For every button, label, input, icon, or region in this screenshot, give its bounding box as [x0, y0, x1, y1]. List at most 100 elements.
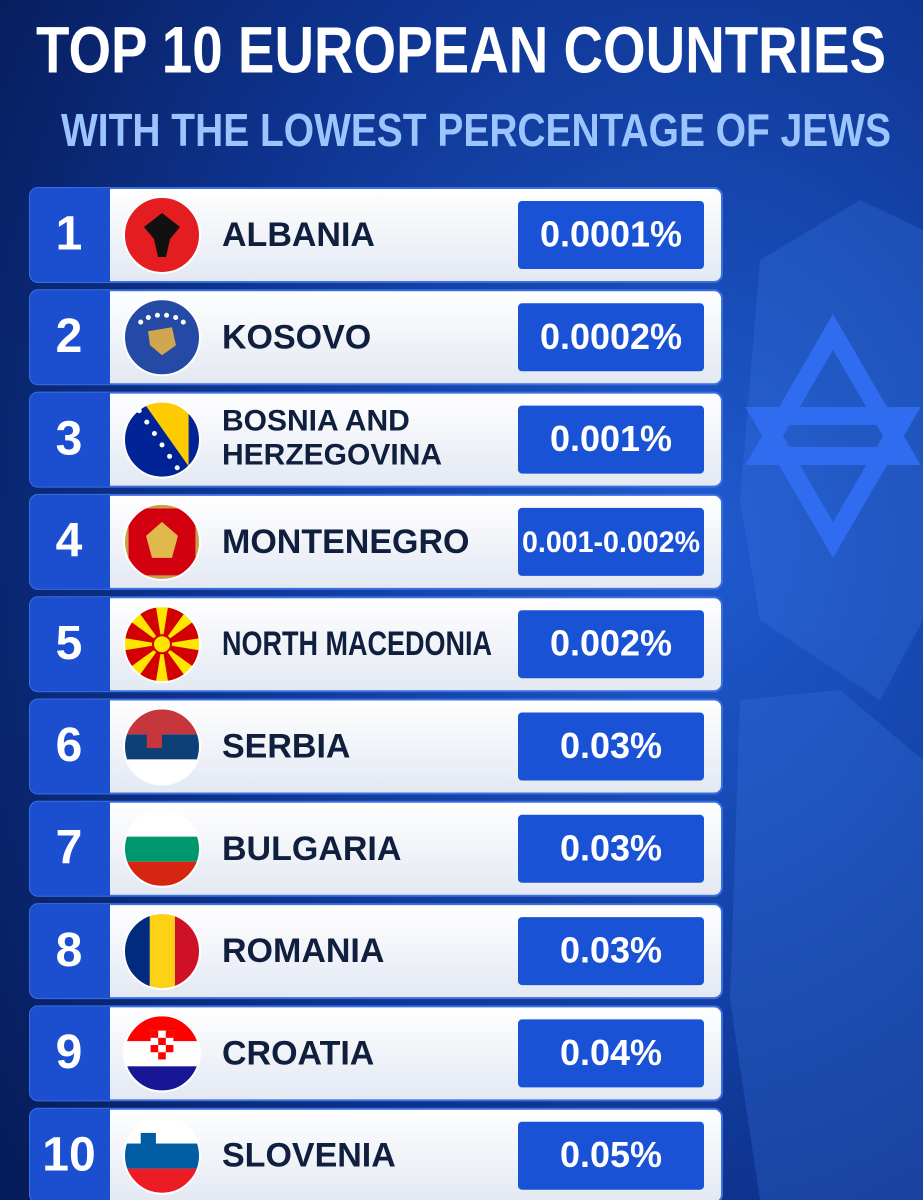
rank-box [30, 290, 110, 385]
flag-star [159, 442, 165, 448]
flag-emblem [146, 521, 178, 558]
flag-part [158, 1037, 166, 1046]
flag-star [145, 315, 151, 321]
rank-box-edge [100, 597, 110, 692]
flag-ring [123, 400, 201, 479]
value-box [518, 201, 704, 269]
rank-box [30, 597, 110, 692]
flag-part [165, 1030, 174, 1038]
ranking-row: 8 ROMANIA 0.03% [29, 903, 723, 1000]
flag-star [138, 319, 144, 325]
rank-box-edge [100, 1006, 110, 1101]
ranking-row: 4 MONTENEGRO 0.001-0.002% [29, 493, 723, 590]
rank: 1 [56, 208, 83, 261]
flag-ring [123, 298, 201, 377]
value-box [518, 303, 704, 372]
country-name: CROATIA [222, 1034, 374, 1072]
rank-box [30, 494, 110, 589]
rank-box-edge [100, 188, 110, 282]
percentage: 0.002% [550, 623, 672, 664]
value-box [518, 610, 704, 679]
flag-part [149, 913, 175, 990]
rank-box-edge [100, 392, 110, 487]
ranking-row: 7 BULGARIA 0.03% [29, 800, 723, 897]
flag [124, 503, 200, 580]
map-land [730, 690, 923, 1200]
flag-part [165, 1045, 174, 1053]
country-name: KOSOVO [222, 318, 371, 356]
ranking-row: 9 CROATIA 0.04% [29, 1005, 723, 1102]
flag [124, 299, 200, 376]
ranking-row: 1 ALBANIA 0.0001% [29, 187, 723, 283]
flag-part [150, 1045, 159, 1053]
flag-part [140, 1132, 156, 1153]
country-name: BULGARIA [222, 830, 401, 868]
flag-part [124, 1143, 200, 1169]
country-name: SERBIA [222, 727, 350, 765]
rank-box [30, 1108, 110, 1200]
star-triangle [745, 314, 921, 465]
rank: 10 [42, 1128, 95, 1181]
ranking-row: 10 SLOVENIA 0.05% [29, 1107, 723, 1200]
flag-star [164, 312, 170, 318]
flag-ring [123, 196, 201, 274]
title: TOP 10 EUROPEAN COUNTRIES [36, 12, 886, 86]
value-box [518, 1121, 704, 1190]
rank: 9 [56, 1026, 83, 1079]
ranking-list: 1 ALBANIA 0.0001% 2 KOSOVO 0.0002% 3 BOSNIA AND… [29, 187, 723, 1200]
percentage: 0.03% [560, 725, 662, 766]
flag-part [146, 723, 162, 749]
percentage: 0.0001% [540, 214, 682, 255]
country-name: MONTENEGRO [222, 523, 469, 561]
country-name: SLOVENIA [222, 1137, 396, 1175]
flag-emblem [148, 327, 176, 356]
value-box [518, 405, 704, 474]
rank: 2 [56, 310, 83, 363]
rank-box [30, 801, 110, 896]
rank-box [30, 904, 110, 999]
percentage: 0.03% [560, 930, 662, 971]
flag-ray [162, 634, 200, 654]
value-box [518, 814, 704, 883]
percentage: 0.0002% [540, 316, 682, 357]
rank-box [30, 188, 110, 282]
flag-part [158, 1052, 166, 1060]
flag-ring [123, 912, 201, 991]
flag-ray [152, 606, 172, 645]
rank: 8 [56, 924, 83, 977]
value-box [518, 917, 704, 986]
rank: 7 [56, 821, 83, 874]
country-name: NORTH MACEDONIA [222, 625, 492, 663]
subtitle: WITH THE LOWEST PERCENTAGE OF JEWS [61, 104, 891, 156]
rank-box-edge [100, 1108, 110, 1200]
percentage: 0.001-0.002% [522, 526, 700, 559]
flag-ring [123, 1116, 201, 1195]
country-name: ALBANIA [222, 216, 375, 254]
flag-star [154, 312, 160, 318]
rank: 6 [56, 719, 83, 772]
star-triangle [745, 407, 921, 558]
percentage: 0.001% [550, 418, 672, 459]
flag-star [167, 453, 173, 459]
flag-part [124, 836, 200, 862]
rank: 5 [56, 617, 83, 670]
flag-part [150, 1030, 159, 1038]
value-box [518, 507, 704, 576]
ranking-row: 5 NORTH MACEDONIA 0.002% [29, 596, 723, 693]
rank-box [30, 1006, 110, 1101]
flag-star [180, 319, 186, 325]
rank-box-edge [100, 904, 110, 999]
ranking-row: 6 SERBIA 0.03% [29, 698, 723, 795]
flag-ring [123, 502, 201, 581]
flag-ray [124, 634, 162, 654]
flag-ring [123, 1014, 201, 1093]
ranking-row: 2 KOSOVO 0.0002% [29, 289, 723, 386]
rank-box-edge [100, 290, 110, 385]
flag-part [143, 401, 189, 467]
rank-box [30, 699, 110, 794]
rank-box [30, 392, 110, 487]
rank-box-edge [100, 494, 110, 589]
